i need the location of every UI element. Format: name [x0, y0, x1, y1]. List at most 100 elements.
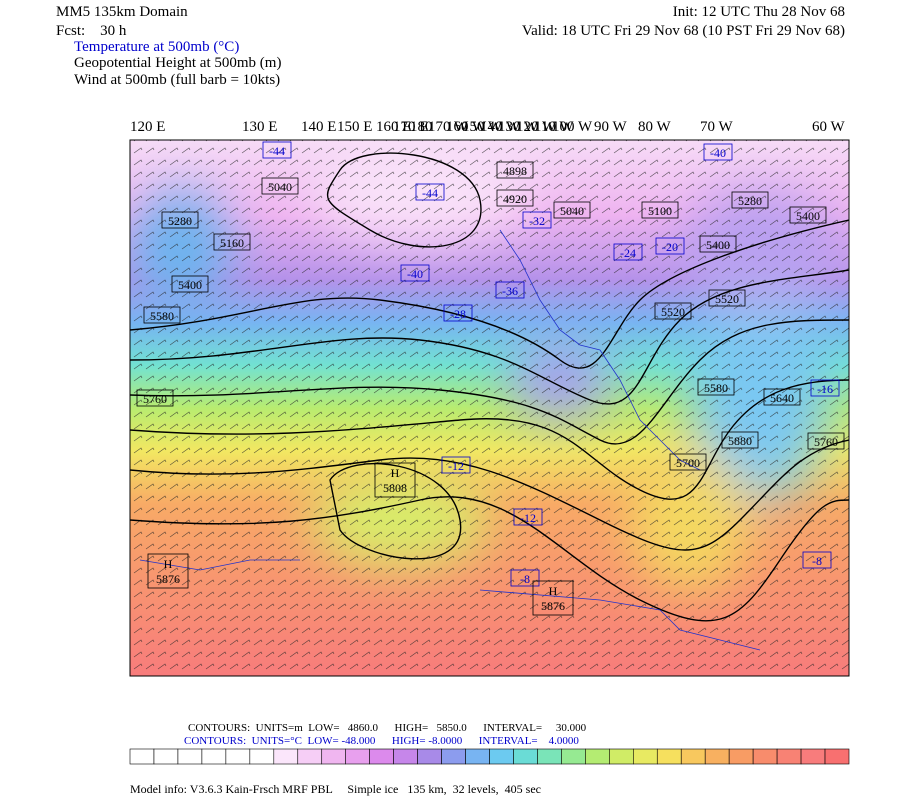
height-label: 4898: [503, 164, 527, 178]
color-swatch: [585, 748, 610, 765]
label-box: [654, 302, 692, 320]
high-marker: H: [164, 557, 173, 571]
label-box: [613, 243, 643, 261]
label-box: [495, 281, 525, 299]
height-label: 5100: [648, 204, 672, 218]
label-box: [703, 143, 733, 161]
label-box: [731, 191, 769, 209]
longitude-label: 100 W: [552, 119, 593, 135]
color-swatch: [632, 748, 658, 765]
temperature-label: -40: [710, 146, 726, 160]
label-box: [496, 189, 534, 207]
height-label: 5400: [706, 238, 730, 252]
label-box: [641, 201, 679, 219]
label-box: [810, 379, 840, 397]
longitude-label: 70 W: [700, 119, 733, 135]
color-swatch: [513, 748, 538, 765]
height-label: 5520: [715, 292, 739, 306]
height-label: 5400: [178, 278, 202, 292]
color-swatch: [153, 748, 179, 765]
color-swatch: [441, 748, 466, 765]
color-swatch: [489, 748, 514, 765]
temperature-contours-info: CONTOURS: UNITS=°C LOW= -48.000 HIGH= -8…: [184, 735, 579, 747]
temperature-label: -16: [817, 382, 833, 396]
label-box: [261, 177, 299, 195]
label-box: [400, 264, 430, 282]
height-label: 5160: [220, 236, 244, 250]
longitude-label: 140 W: [480, 119, 521, 135]
longitude-label: 80 W: [638, 119, 671, 135]
color-swatch: [225, 748, 251, 765]
longitude-label: 140 E: [301, 119, 336, 135]
color-swatch: [297, 748, 323, 765]
longitude-label: 150 W: [462, 119, 503, 135]
high-value: 5876: [541, 599, 565, 613]
height-label: 5520: [661, 305, 685, 319]
forecast: Fcst: 30 h: [56, 23, 127, 39]
init: Init: 12 UTC Thu 28 Nov 68: [673, 4, 845, 20]
temperature-label: -44: [422, 186, 438, 200]
label-box: [443, 304, 473, 322]
high-marker: H: [391, 466, 400, 480]
longitude-label: 120 W: [516, 119, 557, 135]
longitude-label: 130 W: [498, 119, 539, 135]
longitude-label: 60 W: [812, 119, 845, 135]
temperature-label: -12: [448, 459, 464, 473]
color-swatch: [177, 748, 203, 765]
label-box: [669, 453, 707, 471]
label-box: [415, 183, 445, 201]
high-marker: H: [549, 584, 558, 598]
color-swatch: [393, 748, 418, 765]
temperature-label: -8: [812, 554, 822, 568]
longitude-label: 130 E: [242, 119, 277, 135]
label-box: [136, 389, 174, 407]
color-swatch: [129, 748, 155, 765]
wind-barbs: [130, 140, 849, 676]
color-swatch: [704, 748, 730, 765]
label-box: [510, 569, 540, 587]
longitude-label: 170 W: [428, 119, 469, 135]
height-label: 4920: [503, 192, 527, 206]
longitude-label: 150 E: [337, 119, 372, 135]
height-label: 5400: [796, 209, 820, 223]
height-contours-info: CONTOURS: UNITS=m LOW= 4860.0 HIGH= 5850…: [188, 722, 587, 734]
label-box: [161, 211, 199, 229]
map: [130, 140, 849, 676]
color-swatch: [776, 748, 802, 765]
label-box: [807, 432, 845, 450]
label-box: [496, 161, 534, 179]
label-box: [699, 235, 737, 253]
color-bar: [129, 748, 850, 765]
temperature-label: -40: [407, 267, 423, 281]
height-label: 5040: [268, 180, 292, 194]
height-label: 5640: [770, 391, 794, 405]
field-temperature: Temperature at 500mb (°C): [74, 39, 239, 55]
footer: CONTOURS: UNITS=m LOW= 4860.0 HIGH= 5850…: [129, 722, 850, 796]
longitude-label: 90 W: [594, 119, 627, 135]
label-box: [522, 211, 552, 229]
height-label: 5760: [814, 435, 838, 449]
label-box: [441, 456, 471, 474]
high-value: 5876: [156, 572, 180, 586]
temperature-label: -24: [620, 246, 636, 260]
label-box: [655, 237, 685, 255]
temperature-label: -20: [662, 240, 678, 254]
color-swatch: [321, 748, 347, 765]
label-box: [763, 388, 801, 406]
color-swatch: [800, 748, 826, 765]
color-swatch: [345, 748, 370, 765]
label-box: [802, 551, 832, 569]
height-label: 5760: [143, 392, 167, 406]
height-label: 5700: [676, 456, 700, 470]
high-box: [532, 580, 574, 616]
height-label: 5280: [738, 194, 762, 208]
color-swatch: [752, 748, 778, 765]
color-swatch: [369, 748, 394, 765]
valid: Valid: 18 UTC Fri 29 Nov 68 (10 PST Fri …: [522, 23, 845, 39]
high-value: 5808: [383, 481, 407, 495]
longitude-label: 180: [410, 119, 433, 135]
color-swatch: [728, 748, 754, 765]
field-height: Geopotential Height at 500mb (m): [74, 55, 281, 71]
model-info: Model info: V3.6.3 Kain-Frsch MRF PBL Si…: [130, 782, 541, 796]
color-swatch: [609, 748, 634, 765]
